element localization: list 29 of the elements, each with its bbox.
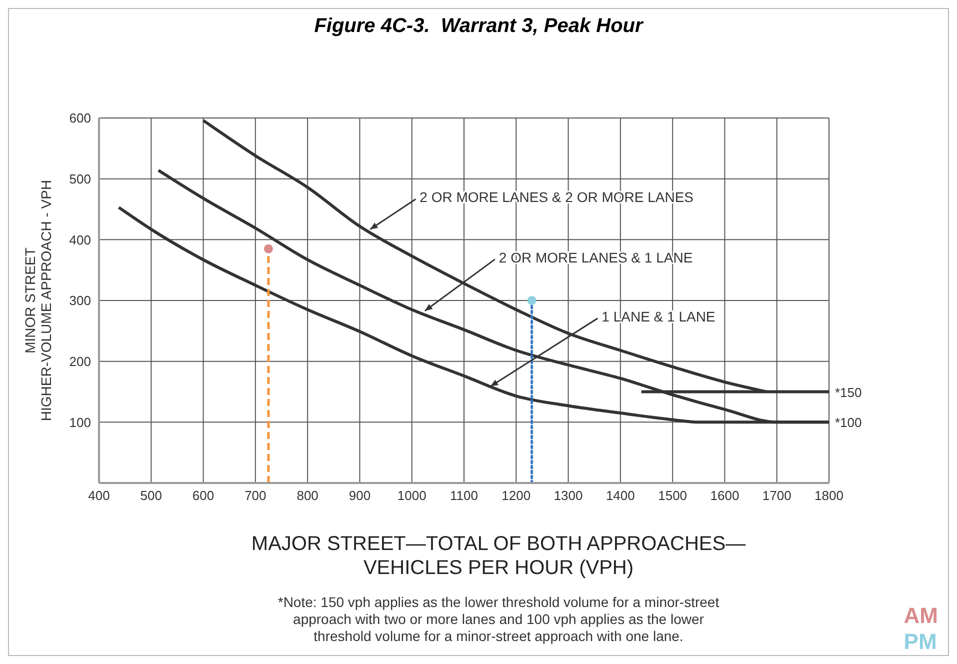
y-tick-label: 100 <box>69 414 91 430</box>
x-axis-title: MAJOR STREET—TOTAL OF BOTH APPROACHES— VEHICLES PER HOUR (VPH) <box>250 532 747 580</box>
x-tick-label: 1500 <box>658 488 688 504</box>
annotation: *150 <box>835 384 862 400</box>
text: PM <box>904 629 938 655</box>
x-tick-label: 1200 <box>502 488 531 504</box>
x-tick-label: 400 <box>88 488 110 504</box>
x-tick-label: 1600 <box>710 488 740 504</box>
chart-title: Figure 4C-3. Warrant 3, Peak Hour <box>313 15 645 38</box>
x-tick-label: 700 <box>244 488 266 504</box>
y-tick-label: 300 <box>69 293 91 308</box>
x-tick-label: 1400 <box>606 488 635 504</box>
x-tick-label: 1800 <box>814 488 844 504</box>
x-tick-label: 1000 <box>397 488 426 504</box>
text: AM <box>904 603 938 629</box>
x-tick-label: 600 <box>192 488 214 504</box>
y-axis-title: MINOR STREET HIGHER-VOLUME APPROACH - VPH <box>22 180 54 422</box>
y-tick-label: 600 <box>69 110 91 126</box>
x-tick-label: 1100 <box>450 488 478 504</box>
x-tick-label: 500 <box>140 488 162 504</box>
x-tick-label: 1300 <box>554 488 583 504</box>
y-tick-label: 200 <box>69 354 91 369</box>
x-tick-label: 800 <box>296 488 318 504</box>
text: *Note: 150 vph applies as the lower threshold volume for a minor-street approach with two or more lanes and 100 vph applies as the lower threshold volume for a minor-street approach with one lane. <box>278 594 720 644</box>
annotation: *100 <box>835 415 862 430</box>
y-tick-label: 400 <box>69 232 91 248</box>
x-tick-label: 1700 <box>762 488 792 504</box>
y-tick-label: 500 <box>69 171 91 186</box>
x-tick-label: 900 <box>348 488 371 504</box>
